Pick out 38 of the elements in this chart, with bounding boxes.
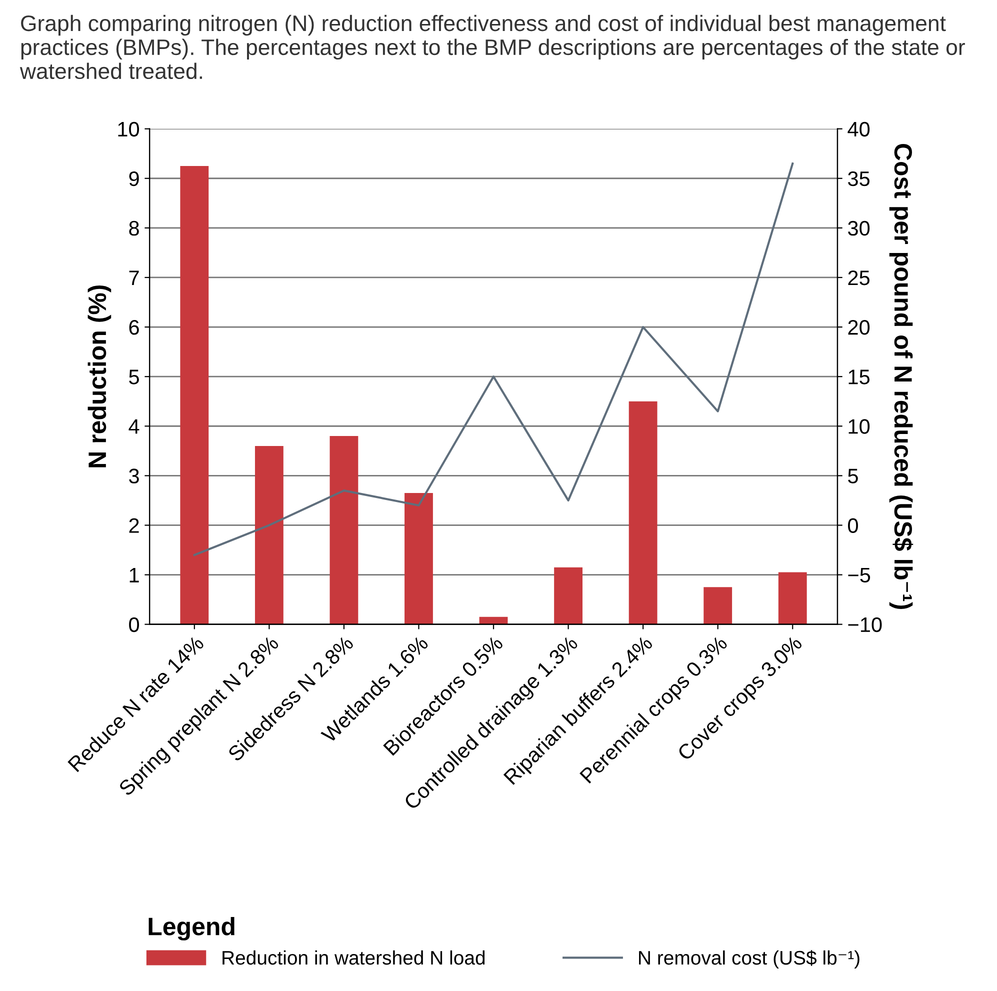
y2-tick-label: 30 xyxy=(848,220,870,236)
y2-tick-label: 15 xyxy=(848,370,870,384)
y2-tick-label: 0 xyxy=(848,518,858,533)
bar xyxy=(180,166,209,624)
bar xyxy=(554,567,582,624)
y2-axis-title: Cost per pound of N reduced (US$ lb⁻¹) xyxy=(889,144,914,610)
chart-title: Graph comparing nitrogen (N) reduction effectiveness and cost of individual best management practices (BMPs). The percentages next to the BMP descriptions are percentages of the state or watershed treated. xyxy=(20,14,965,80)
bar xyxy=(254,446,284,624)
legend-label: Reduction in watershed N load xyxy=(222,950,485,965)
y-axis-title: N reduction (%) xyxy=(88,285,112,468)
y2-tick-label: 35 xyxy=(848,171,870,186)
y-tick-label: 10 xyxy=(118,122,140,137)
y2-tick-label: 40 xyxy=(848,122,870,137)
y-tick-label: 6 xyxy=(129,320,139,335)
y2-tick-label: 10 xyxy=(848,419,870,434)
line-series xyxy=(193,162,794,556)
y2-tick-label: −10 xyxy=(848,617,882,632)
y-tick-label: 8 xyxy=(129,220,139,236)
y-tick-label: 1 xyxy=(130,568,139,582)
bar xyxy=(479,616,508,624)
y2-tick-label: −5 xyxy=(848,568,870,583)
bar xyxy=(778,572,807,624)
y-tick-label: 0 xyxy=(129,617,140,632)
y-tick-label: 2 xyxy=(129,518,139,533)
y-tick-label: 7 xyxy=(129,270,139,286)
y-tick-label: 3 xyxy=(129,468,139,484)
y-tick-label: 5 xyxy=(129,370,139,384)
y-tick-label: 9 xyxy=(129,171,139,186)
bar xyxy=(404,493,433,624)
y2-tick-label: 25 xyxy=(848,270,870,286)
y2-tick-label: 20 xyxy=(848,320,870,335)
bar xyxy=(330,436,358,624)
y2-tick-label: 5 xyxy=(848,468,858,484)
bar xyxy=(704,587,732,624)
legend-title: Legend xyxy=(148,916,234,940)
bar xyxy=(628,401,658,624)
y-tick-label: 4 xyxy=(128,419,140,434)
legend-label: N removal cost (US$ lb⁻¹) xyxy=(639,950,860,969)
